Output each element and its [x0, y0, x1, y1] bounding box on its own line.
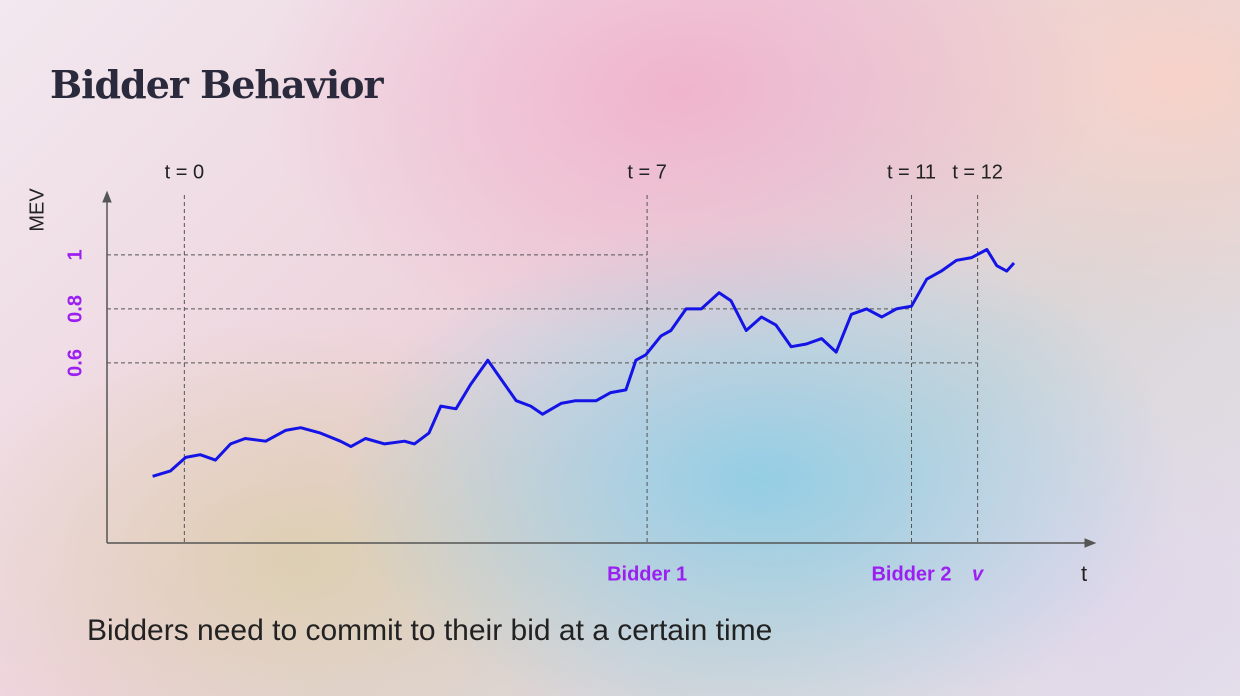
- marker-note: v: [972, 563, 985, 585]
- marker-note: Bidder 2: [871, 563, 951, 585]
- y-tick-label: 1: [64, 249, 86, 260]
- caption: Bidders need to commit to their bid at a…: [87, 614, 773, 647]
- y-tick-label: 0.6: [64, 349, 86, 377]
- slide-title: Bidder Behavior: [50, 62, 384, 107]
- y-tick-label: 0.8: [64, 295, 86, 323]
- y-axis-label: MEV: [26, 188, 48, 232]
- marker-label: t = 11: [887, 161, 936, 183]
- marker-label: t = 7: [627, 161, 666, 183]
- marker-label: t = 12: [952, 161, 1003, 183]
- data-line: [152, 248, 1016, 478]
- marker-note: Bidder 1: [607, 563, 687, 585]
- marker-label: t = 0: [165, 161, 204, 183]
- x-axis-label: t: [1081, 561, 1087, 586]
